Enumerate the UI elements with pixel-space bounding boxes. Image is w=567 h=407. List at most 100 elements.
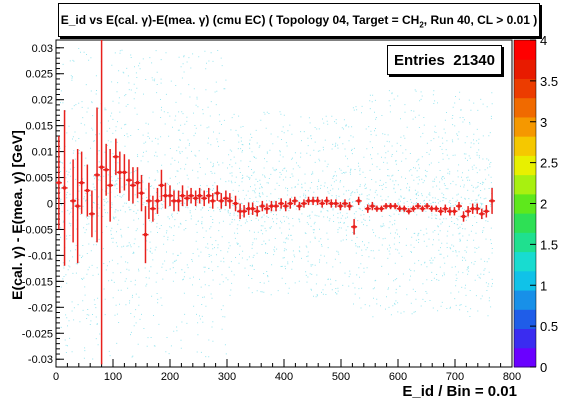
profile-point: [215, 191, 219, 195]
profile-point: [155, 199, 159, 203]
profile-point: [307, 199, 311, 203]
chart-title: E_id vs E(cal. γ)-E(mea. γ) (cmu EC) ( T…: [58, 3, 540, 37]
y-tick-label: 0.015: [25, 121, 53, 133]
profile-point: [238, 209, 242, 213]
colorbar-segment: [514, 328, 536, 349]
profile-point: [114, 155, 118, 159]
y-tick-label: 0.01: [32, 147, 53, 159]
profile-point: [293, 199, 297, 203]
colorbar-segment: [514, 232, 536, 253]
x-tick-label: 800: [503, 371, 521, 383]
scatter-points: [58, 48, 493, 360]
profile-point: [402, 207, 406, 211]
profile-point: [284, 204, 288, 208]
profile-point: [194, 196, 198, 200]
profile-point: [181, 194, 185, 198]
profile-point: [448, 209, 452, 213]
colorbar: 0 0.5 1 1.5 2 2.5 3 3.5 4: [513, 33, 558, 375]
profile-point: [316, 199, 320, 203]
colorbar-tick-label: 1.5: [540, 237, 558, 252]
x-tick-label: 200: [161, 371, 179, 383]
profile-point: [260, 204, 264, 208]
colorbar-segment: [514, 59, 536, 79]
profile-point: [219, 199, 223, 203]
profile-point: [343, 202, 347, 205]
colorbar-segment: [514, 270, 536, 291]
profile-point: [104, 168, 108, 172]
colorbar-segment: [514, 97, 536, 118]
profile-point: [90, 212, 94, 216]
profile-point: [108, 183, 112, 187]
profile-point: [151, 207, 155, 211]
profile-point: [452, 209, 456, 213]
colorbar-segment: [514, 347, 536, 368]
profile-point: [462, 214, 466, 218]
profile-point: [329, 202, 333, 205]
y-tick-label: -0.025: [22, 328, 53, 340]
profile-point: [338, 204, 342, 208]
profile-point: [147, 199, 151, 203]
profile-point: [122, 170, 126, 174]
profile-point: [389, 204, 393, 208]
colorbar-segment: [514, 193, 536, 214]
profile-point: [348, 204, 352, 208]
profile-series: [55, 40, 496, 365]
profile-point: [100, 165, 104, 169]
profile-point: [393, 204, 397, 208]
chart-title-main: E_id vs E(cal. γ)-E(mea. γ) (cmu EC) ( T…: [60, 13, 420, 27]
chart-title-tail: , Run 40, CL > 0.01 ): [423, 13, 538, 27]
profile-point: [224, 196, 228, 200]
axes: 0 100 200 300 400 500 600 700 800 -0.03 -0.025 -0.0…: [22, 39, 521, 383]
colorbar-segment: [514, 309, 536, 330]
profile-point: [457, 204, 461, 208]
profile-point: [80, 181, 84, 185]
stats-value: 21340: [453, 51, 495, 69]
y-tick-label: -0.005: [22, 224, 53, 236]
colorbar-segment: [514, 40, 536, 60]
profile-point: [255, 209, 259, 213]
profile-point: [471, 207, 475, 211]
colorbar-tick-label: 0.5: [540, 319, 558, 334]
y-tick-label: -0.015: [22, 276, 53, 288]
x-tick-label: 300: [218, 371, 236, 383]
profile-point: [311, 199, 315, 203]
profile-point: [320, 202, 324, 205]
profile-point: [480, 212, 484, 216]
profile-point: [379, 207, 383, 211]
colorbar-tick-label: 3.5: [540, 74, 558, 89]
profile-point: [416, 204, 420, 208]
colorbar-segment: [514, 155, 536, 176]
profile-point: [198, 194, 202, 198]
profile-point: [269, 204, 273, 208]
y-tick-label: -0.03: [28, 354, 53, 366]
colorbar-tick-label: 2.5: [540, 156, 558, 171]
x-tick-label: 100: [104, 371, 122, 383]
x-tick-label: 0: [53, 371, 59, 383]
profile-point: [398, 207, 402, 211]
colorbar-tick-label: 2: [540, 197, 547, 212]
chart-title-subscript: 2: [419, 20, 424, 30]
x-tick-label: 700: [446, 371, 464, 383]
profile-point: [202, 196, 206, 200]
colorbar-segment: [514, 136, 536, 156]
y-axis-label: E(cal. γ) - E(mea. γ) [GeV]: [9, 130, 25, 300]
y-tick-label: 0.025: [25, 69, 53, 81]
profile-point: [118, 170, 122, 174]
profile-point: [242, 209, 246, 213]
y-tick-label: 0.02: [32, 95, 53, 107]
profile-point: [172, 199, 176, 203]
colorbar-segment: [514, 213, 536, 233]
x-tick-label: 500: [332, 371, 350, 383]
profile-point: [127, 178, 131, 182]
profile-point: [185, 196, 189, 200]
y-tick-label: 0: [47, 199, 53, 211]
profile-point: [352, 225, 356, 229]
profile-point: [136, 181, 140, 185]
profile-point: [63, 186, 67, 190]
profile-point: [384, 204, 388, 208]
profile-point: [411, 207, 415, 211]
profile-point: [421, 207, 425, 211]
profile-point: [443, 207, 447, 211]
profile-point: [211, 199, 215, 203]
profile-point: [484, 209, 488, 213]
